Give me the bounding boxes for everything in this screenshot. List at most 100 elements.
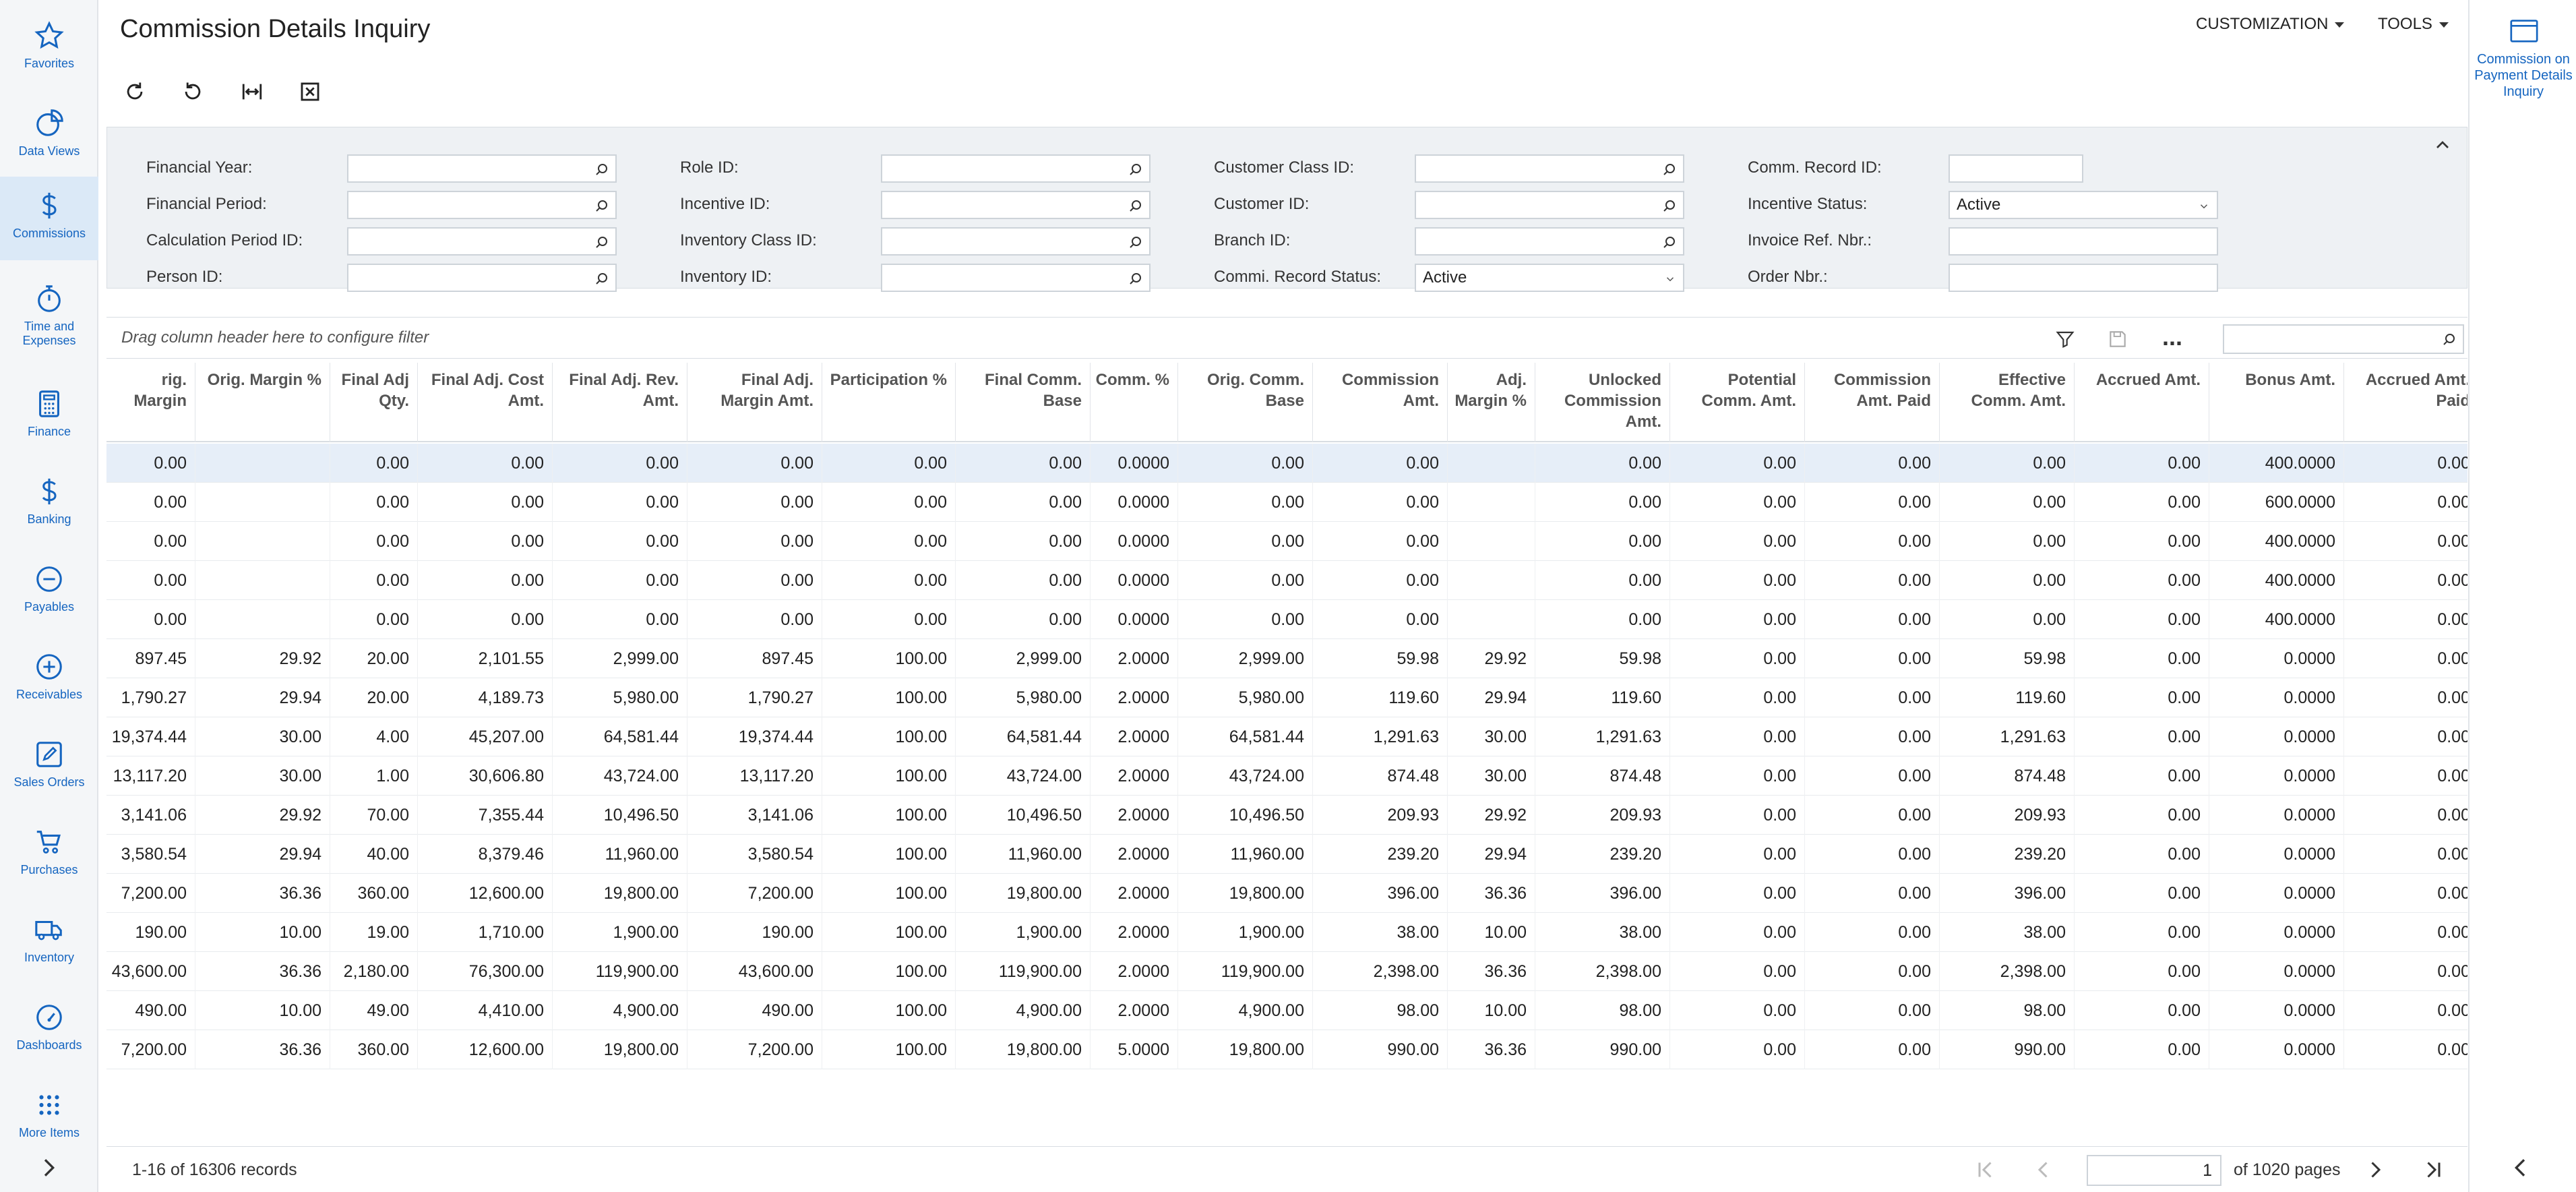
- nav-item-receivables[interactable]: Receivables: [0, 638, 98, 721]
- financial-year-input[interactable]: [347, 154, 617, 183]
- nav-item-commissions[interactable]: Commissions: [0, 177, 98, 260]
- nav-item-more-items[interactable]: More Items: [0, 1076, 98, 1160]
- nav-item-payables[interactable]: Payables: [0, 550, 98, 634]
- table-row[interactable]: 0.00 0.00 0.00 0.00 0.00 0.00 0.00 0.0000 0.00 0.…: [106, 600, 2467, 639]
- column-header[interactable]: Final Adj. Cost Amt.: [418, 363, 553, 442]
- table-cell: 43,600.00: [106, 952, 195, 991]
- column-header[interactable]: Commission Amt. Paid: [1805, 363, 1940, 442]
- inventory-id-input[interactable]: [881, 264, 1151, 292]
- table-cell: 11,960.00: [956, 835, 1091, 874]
- table-cell: 0.00: [1805, 756, 1940, 796]
- column-header[interactable]: rig. Margin: [106, 363, 195, 442]
- table-cell: 19,800.00: [956, 874, 1091, 913]
- nav-item-purchases[interactable]: Purchases: [0, 813, 98, 897]
- grid-search-input[interactable]: [2223, 324, 2464, 354]
- save-icon[interactable]: [2107, 328, 2128, 350]
- page-number-input[interactable]: 1: [2087, 1155, 2221, 1186]
- nav-item-favorites[interactable]: Favorites: [0, 7, 98, 90]
- customer-id-input[interactable]: [1415, 191, 1684, 219]
- column-header[interactable]: Unlocked Commission Amt.: [1535, 363, 1670, 442]
- table-row[interactable]: 0.00 0.00 0.00 0.00 0.00 0.00 0.00 0.0000 0.00 0.…: [106, 561, 2467, 600]
- prev-page-icon[interactable]: [2031, 1158, 2056, 1182]
- column-header[interactable]: Final Comm. Base: [956, 363, 1091, 442]
- stopwatch-icon: [38, 285, 61, 312]
- incentive-status-label: Incentive Status:: [1748, 195, 1868, 213]
- export-excel-button[interactable]: [294, 76, 326, 108]
- person-id-input[interactable]: [347, 264, 617, 292]
- column-header[interactable]: Participation %: [822, 363, 956, 442]
- invoice-ref-nbr-input[interactable]: [1949, 227, 2218, 256]
- last-page-icon[interactable]: [2421, 1158, 2445, 1182]
- nav-item-inventory[interactable]: Inventory: [0, 901, 98, 984]
- chevron-left-icon[interactable]: [2507, 1154, 2534, 1181]
- column-header[interactable]: Orig. Margin %: [195, 363, 330, 442]
- chevron-right-icon[interactable]: [35, 1154, 62, 1181]
- next-page-icon[interactable]: [2363, 1158, 2387, 1182]
- column-header[interactable]: Commission Amt.: [1313, 363, 1448, 442]
- group-drop-area[interactable]: Drag column header here to configure fil…: [121, 328, 429, 347]
- table-row[interactable]: 190.00 10.00 19.00 1,710.00 1,900.00 190.00 10…: [106, 913, 2467, 952]
- table-cell: [1448, 444, 1535, 483]
- chevron-up-icon[interactable]: [2432, 134, 2453, 156]
- table-row[interactable]: 0.00 0.00 0.00 0.00 0.00 0.00 0.00 0.0000 0.00 0.…: [106, 522, 2467, 561]
- column-header[interactable]: Orig. Comm. Base: [1178, 363, 1313, 442]
- role-id-input[interactable]: [881, 154, 1151, 183]
- inventory-class-id-input[interactable]: [881, 227, 1151, 256]
- comm-record-id-input[interactable]: [1949, 154, 2083, 183]
- table-cell: 490.00: [106, 991, 195, 1030]
- nav-item-time-and-expenses[interactable]: Time and Expenses: [0, 270, 98, 353]
- table-cell: 0.00: [1670, 952, 1805, 991]
- column-header[interactable]: Effective Comm. Amt.: [1940, 363, 2075, 442]
- customization-menu[interactable]: CUSTOMIZATION: [2196, 15, 2345, 34]
- financial-period-input[interactable]: [347, 191, 617, 219]
- table-row[interactable]: 0.00 0.00 0.00 0.00 0.00 0.00 0.00 0.0000 0.00 0.…: [106, 444, 2467, 483]
- table-row[interactable]: 7,200.00 36.36 360.00 12,600.00 19,800.00 7,2…: [106, 874, 2467, 913]
- table-cell: 0.00: [2075, 874, 2209, 913]
- nav-label-favorites: Favorites: [24, 57, 75, 70]
- table-row[interactable]: 897.45 29.92 20.00 2,101.55 2,999.00 897.45 10…: [106, 639, 2467, 678]
- table-row[interactable]: 490.00 10.00 49.00 4,410.00 4,900.00 490.00 10…: [106, 991, 2467, 1030]
- order-nbr-input[interactable]: [1949, 264, 2218, 292]
- column-header[interactable]: Accrued Amt.: [2075, 363, 2209, 442]
- table-cell: 874.48: [1535, 756, 1670, 796]
- table-row[interactable]: 3,141.06 29.92 70.00 7,355.44 10,496.50 3,141…: [106, 796, 2467, 835]
- incentive-id-input[interactable]: [881, 191, 1151, 219]
- column-header[interactable]: Final Adj Qty.: [330, 363, 418, 442]
- table-cell: 0.00: [1313, 444, 1448, 483]
- table-row[interactable]: 7,200.00 36.36 360.00 12,600.00 19,800.00 7,2…: [106, 1030, 2467, 1069]
- first-page-icon[interactable]: [1973, 1158, 1998, 1182]
- calculation-period-id-input[interactable]: [347, 227, 617, 256]
- nav-item-banking[interactable]: Banking: [0, 463, 98, 546]
- table-cell: 36.36: [195, 952, 330, 991]
- undo-button[interactable]: [177, 76, 209, 108]
- tools-menu[interactable]: TOOLS: [2378, 15, 2449, 34]
- table-row[interactable]: 19,374.44 30.00 4.00 45,207.00 64,581.44 19,3…: [106, 717, 2467, 756]
- column-header[interactable]: Bonus Amt.: [2209, 363, 2344, 442]
- column-header[interactable]: Comm. %: [1091, 363, 1178, 442]
- table-cell: 0.00: [822, 522, 956, 561]
- nav-item-dashboards[interactable]: Dashboards: [0, 988, 98, 1072]
- column-header[interactable]: Potential Comm. Amt.: [1670, 363, 1805, 442]
- table-row[interactable]: 43,600.00 36.36 2,180.00 76,300.00 119,900.0…: [106, 952, 2467, 991]
- branch-id-input[interactable]: [1415, 227, 1684, 256]
- column-header[interactable]: Final Adj. Margin Amt.: [687, 363, 822, 442]
- nav-item-sales-orders[interactable]: Sales Orders: [0, 725, 98, 809]
- nav-item-finance[interactable]: Finance: [0, 375, 98, 458]
- table-row[interactable]: 13,117.20 30.00 1.00 30,606.80 43,724.00 13,1…: [106, 756, 2467, 796]
- table-cell: 7,200.00: [106, 874, 195, 913]
- incentive-status-select[interactable]: Active: [1949, 191, 2218, 219]
- customer-class-id-input[interactable]: [1415, 154, 1684, 183]
- comm-record-status-select[interactable]: Active: [1415, 264, 1684, 292]
- column-header[interactable]: Adj. Margin %: [1448, 363, 1535, 442]
- table-row[interactable]: 3,580.54 29.94 40.00 8,379.46 11,960.00 3,580…: [106, 835, 2467, 874]
- more-options-button[interactable]: ...: [2162, 323, 2183, 351]
- filter-icon[interactable]: [2054, 328, 2076, 350]
- table-row[interactable]: 1,790.27 29.94 20.00 4,189.73 5,980.00 1,790.…: [106, 678, 2467, 717]
- column-header[interactable]: Accrued Amt. Paid: [2344, 363, 2467, 442]
- column-header[interactable]: Final Adj. Rev. Amt.: [553, 363, 687, 442]
- table-cell: 30.00: [1448, 756, 1535, 796]
- nav-item-data-views[interactable]: Data Views: [0, 94, 98, 178]
- refresh-button[interactable]: [119, 76, 151, 108]
- fit-columns-button[interactable]: [236, 76, 268, 108]
- table-row[interactable]: 0.00 0.00 0.00 0.00 0.00 0.00 0.00 0.0000 0.00 0.…: [106, 483, 2467, 522]
